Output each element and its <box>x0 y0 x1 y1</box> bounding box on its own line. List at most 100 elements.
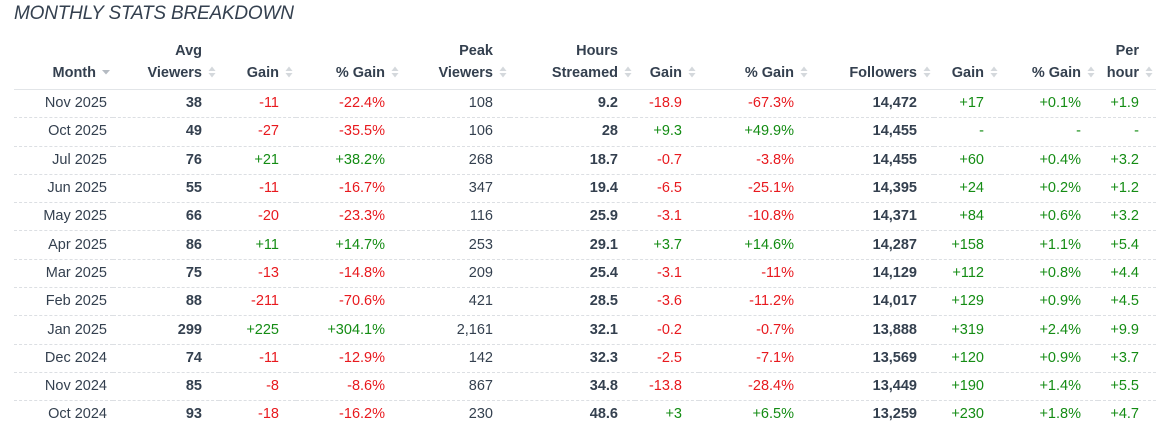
cell-hours-pct: +6.5% <box>752 406 794 423</box>
column-header-line1: Peak <box>459 43 493 59</box>
cell-followers: 14,129 <box>811 259 934 289</box>
cell-avg-gain: -27 <box>219 117 296 147</box>
cell-followers: 14,371 <box>811 202 934 232</box>
cell-avg-gain: -11 <box>219 344 296 373</box>
cell-hours: 28.5 <box>510 287 635 317</box>
cell-fol-pct: +0.9% <box>1001 344 1098 373</box>
cell-avg-gain: -8 <box>219 372 296 402</box>
cell-per-hour: +3.2 <box>1098 202 1156 232</box>
cell-followers: 13,888 <box>811 315 934 345</box>
cell-followers: 14,472 <box>811 89 934 119</box>
cell-fol-gain: +112 <box>934 259 1001 289</box>
table-row: Feb 2025 88 -211 -70.6% 421 28.5 -3.6 -11.2% 14,… <box>14 287 1156 317</box>
cell-avg-viewers: 75 <box>113 259 219 289</box>
cell-avg-viewers: 76 <box>113 146 219 175</box>
sort-both-icon[interactable] <box>207 65 217 79</box>
cell-hours: 9.2 <box>510 89 635 119</box>
table-body: Nov 2025 38 -11 -22.4% 108 9.2 -18.9 -67.3% 14,4… <box>14 89 1156 429</box>
cell-fol-pct: +2.4% <box>1001 315 1098 345</box>
cell-fol-pct: +0.4% <box>1001 146 1098 175</box>
cell-peak-viewers: 108 <box>402 89 510 119</box>
sort-both-icon[interactable] <box>623 65 633 79</box>
cell-hours: 32.3 <box>510 344 635 373</box>
cell-month: Oct 2025 <box>14 117 113 147</box>
cell-avg-viewers: 66 <box>113 202 219 232</box>
cell-peak-viewers: 2,161 <box>402 315 510 345</box>
cell-peak-viewers: 116 <box>402 202 510 232</box>
column-header-hours-gain[interactable]: Gain <box>635 40 699 90</box>
cell-fol-pct: +0.8% <box>1001 259 1098 289</box>
table-header-row: Month Avg Viewers Gain % Gain Peak Viewers Hour… <box>14 40 1156 90</box>
column-header-month[interactable]: Month <box>14 40 113 90</box>
sort-both-icon[interactable] <box>498 65 508 79</box>
sort-descending-icon[interactable] <box>101 67 111 77</box>
sort-both-icon[interactable] <box>922 65 932 79</box>
cell-per-hour: +4.5 <box>1098 287 1156 317</box>
cell-avg-viewers: 86 <box>113 230 219 260</box>
cell-hours-pct: -10.8% <box>699 202 811 232</box>
sort-both-icon[interactable] <box>390 65 400 79</box>
cell-avg-pct: +38.2% <box>296 146 402 175</box>
cell-avg-gain: -211 <box>219 287 296 317</box>
column-header-followers[interactable]: Followers <box>811 40 934 90</box>
cell-month: Jan 2025 <box>14 315 113 345</box>
cell-fol-pct: +1.4% <box>1001 372 1098 402</box>
column-header-avg-viewers-pct-gain[interactable]: % Gain <box>296 40 402 90</box>
column-header-peak-viewers[interactable]: Peak Viewers <box>402 40 510 90</box>
cell-avg-viewers: 38 <box>113 89 219 119</box>
column-header-avg-viewers[interactable]: Avg Viewers <box>113 40 219 90</box>
cell-avg-pct: -23.3% <box>296 202 402 232</box>
column-header-label: Gain <box>951 65 984 81</box>
column-header-label: Followers <box>849 65 917 81</box>
column-header-followers-gain[interactable]: Gain <box>934 40 1001 90</box>
column-header-hours-pct-gain[interactable]: % Gain <box>699 40 811 90</box>
sort-both-icon[interactable] <box>284 65 294 79</box>
monthly-stats-table: Month Avg Viewers Gain % Gain Peak Viewers Hour… <box>14 40 1156 429</box>
cell-fol-pct: +1.8% <box>1039 406 1081 423</box>
column-header-line1: Hours <box>576 43 618 59</box>
cell-fol-gain: +230 <box>951 406 984 423</box>
cell-peak-viewers: 142 <box>402 344 510 373</box>
cell-peak-viewers: 268 <box>402 146 510 175</box>
cell-fol-gain: +158 <box>934 230 1001 260</box>
cell-fol-gain: +84 <box>934 202 1001 232</box>
cell-per-hour: - <box>1098 117 1156 147</box>
cell-hours: 25.4 <box>510 259 635 289</box>
cell-month: Nov 2024 <box>14 372 113 402</box>
cell-per-hour: +3.7 <box>1098 344 1156 373</box>
cell-peak-viewers: 421 <box>402 287 510 317</box>
cell-avg-pct: +304.1% <box>296 315 402 345</box>
cell-avg-pct: -35.5% <box>296 117 402 147</box>
table-row: Oct 2024 93 -18 -16.2% 230 48.6 +3 +6.5% 13,259 +… <box>14 401 1156 429</box>
sort-both-icon[interactable] <box>1144 65 1154 79</box>
column-header-hours-streamed[interactable]: Hours Streamed <box>510 40 635 90</box>
cell-hours-pct: -3.8% <box>699 146 811 175</box>
sort-both-icon[interactable] <box>687 65 697 79</box>
cell-avg-pct: -14.8% <box>296 259 402 289</box>
cell-hours: 28 <box>510 117 635 147</box>
cell-followers: 13,449 <box>811 372 934 402</box>
cell-fol-pct: +0.2% <box>1001 174 1098 204</box>
cell-avg-gain: -20 <box>219 202 296 232</box>
column-header-label: Viewers <box>438 65 493 81</box>
cell-avg-gain: -13 <box>219 259 296 289</box>
cell-avg-gain: -11 <box>219 174 296 204</box>
cell-hours-gain: -13.8 <box>635 372 699 402</box>
sort-both-icon[interactable] <box>799 65 809 79</box>
table-row: Mar 2025 75 -13 -14.8% 209 25.4 -3.1 -11% 14,129… <box>14 259 1156 289</box>
cell-followers: 14,455 <box>811 117 934 147</box>
cell-hours-gain: -0.7 <box>635 146 699 175</box>
sort-both-icon[interactable] <box>989 65 999 79</box>
cell-followers: 14,455 <box>811 146 934 175</box>
cell-month: Apr 2025 <box>14 230 113 260</box>
cell-peak-viewers: 347 <box>402 174 510 204</box>
cell-hours-gain: +3 <box>665 406 682 423</box>
column-header-label: % Gain <box>1031 65 1081 81</box>
table-row: Jan 2025 299 +225 +304.1% 2,161 32.1 -0.2 -0.7%… <box>14 315 1156 345</box>
cell-avg-pct: -16.7% <box>296 174 402 204</box>
column-header-followers-pct-gain[interactable]: % Gain <box>1001 40 1098 90</box>
sort-both-icon[interactable] <box>1086 65 1096 79</box>
column-header-followers-per-hour[interactable]: Per hour <box>1098 40 1156 90</box>
column-header-avg-viewers-gain[interactable]: Gain <box>219 40 296 90</box>
cell-per-hour: +9.9 <box>1098 315 1156 345</box>
